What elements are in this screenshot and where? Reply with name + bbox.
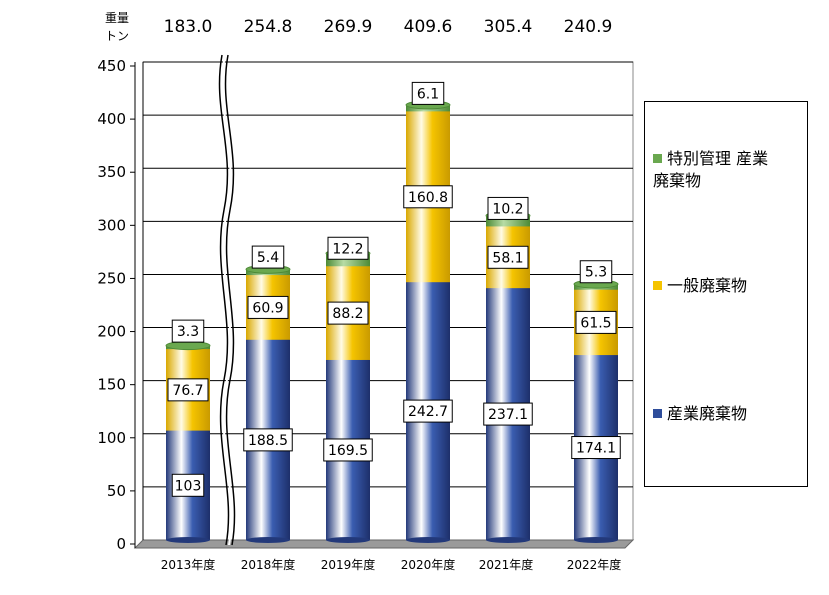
data-label: 242.7 <box>408 404 448 420</box>
y-tick-label: 200 <box>97 323 126 341</box>
total-label: 240.9 <box>564 17 613 37</box>
data-label: 174.1 <box>576 441 616 457</box>
legend-item-general-waste: 一般廃棄物 <box>653 275 747 297</box>
bar-bottom-cap <box>486 537 530 543</box>
data-label: 6.1 <box>417 86 439 102</box>
y-tick-labels: 0 50 100 150 200 250 300 350 400 450 <box>97 57 135 553</box>
data-label: 5.4 <box>257 250 279 266</box>
data-label-box <box>171 319 205 343</box>
x-tick-label: 2013年度 <box>161 557 216 572</box>
bar-bottom-cap <box>326 537 370 543</box>
x-tick-label: 2022年度 <box>567 557 622 572</box>
data-label-box <box>243 428 293 452</box>
legend: 特別管理 産業 廃棄物 一般廃棄物 産業廃棄物 <box>644 101 808 487</box>
data-label-box <box>487 196 529 220</box>
x-tick-label: 2019年度 <box>321 557 376 572</box>
legend-item-special-industrial-waste: 特別管理 産業 廃棄物 <box>653 148 768 192</box>
data-label: 103 <box>175 478 202 494</box>
data-label: 60.9 <box>252 300 283 316</box>
data-label: 10.2 <box>492 201 523 217</box>
data-label: 76.7 <box>172 383 203 399</box>
x-tick-label: 2018年度 <box>241 557 296 572</box>
data-label-box <box>403 399 453 423</box>
bar-bottom-cap <box>406 537 450 543</box>
total-label: 269.9 <box>324 17 373 37</box>
data-label-box <box>579 260 613 284</box>
bar-top-cap <box>165 341 211 351</box>
y-tick-label: 0 <box>116 535 126 553</box>
unit-label-weight: 重量 <box>105 11 129 25</box>
data-label-box <box>411 81 445 105</box>
data-label-box <box>167 378 209 402</box>
unit-label-ton: トン <box>105 29 129 43</box>
x-tick-label: 2020年度 <box>401 557 456 572</box>
bar-bottom-cap <box>246 537 290 543</box>
total-label: 305.4 <box>484 17 533 37</box>
bar-segment <box>486 215 530 227</box>
y-tick-label: 100 <box>97 429 126 447</box>
bar-bottom-cap <box>166 537 210 543</box>
data-label: 88.2 <box>332 306 363 322</box>
total-label: 254.8 <box>244 17 293 37</box>
y-tick-label: 150 <box>97 376 126 394</box>
data-label: 5.3 <box>585 265 607 281</box>
bar-stack <box>165 341 211 543</box>
data-label-box <box>171 473 205 497</box>
data-label-box <box>487 245 529 269</box>
data-label: 237.1 <box>488 407 528 423</box>
data-label: 3.3 <box>177 324 199 340</box>
legend-label: 特別管理 産業 <box>667 149 769 168</box>
data-label-box <box>403 185 453 209</box>
y-tick-label: 450 <box>97 57 126 75</box>
legend-swatch-yellow <box>653 281 662 290</box>
total-labels: 183.0 254.8 269.9 409.6 305.4 240.9 <box>164 17 613 37</box>
data-label-box <box>323 438 373 462</box>
axis-break <box>218 54 236 546</box>
legend-label-line2: 廃棄物 <box>653 171 702 190</box>
data-label-box <box>251 245 285 269</box>
legend-swatch-blue <box>653 409 662 418</box>
legend-item-industrial-waste: 産業廃棄物 <box>653 403 747 425</box>
plot-floor <box>133 539 635 549</box>
data-label: 188.5 <box>248 433 288 449</box>
data-label: 169.5 <box>328 443 368 459</box>
bar-bottom-cap <box>574 537 618 543</box>
data-label-box <box>483 402 533 426</box>
data-label: 58.1 <box>492 250 523 266</box>
total-label: 409.6 <box>404 17 453 37</box>
data-label-box <box>327 236 369 260</box>
legend-swatch-green <box>653 154 662 163</box>
data-label: 61.5 <box>580 315 611 331</box>
data-label-box <box>575 310 617 334</box>
data-label: 160.8 <box>408 190 448 206</box>
x-tick-label: 2021年度 <box>479 557 534 572</box>
data-label: 12.2 <box>332 241 363 257</box>
legend-label: 産業廃棄物 <box>667 404 748 423</box>
y-tick-label: 350 <box>97 163 126 181</box>
legend-label: 一般廃棄物 <box>667 276 748 295</box>
y-tick-label: 50 <box>107 482 126 500</box>
bar-stack <box>325 248 371 543</box>
total-label: 183.0 <box>164 17 213 37</box>
data-label-box <box>327 301 369 325</box>
y-tick-label: 400 <box>97 110 126 128</box>
bar-stack <box>405 100 451 543</box>
data-label-box <box>247 295 289 319</box>
y-tick-label: 250 <box>97 269 126 287</box>
plot-background <box>142 61 634 541</box>
data-labels: 103 76.7 3.3 188.5 60.9 5.4 169.5 88.2 12.2 242.7… <box>167 81 621 497</box>
y-tick-label: 300 <box>97 216 126 234</box>
x-tick-labels: 2013年度 2018年度 2019年度 2020年度 2021年度 2022年度 <box>161 557 622 572</box>
data-label-box <box>571 436 621 460</box>
